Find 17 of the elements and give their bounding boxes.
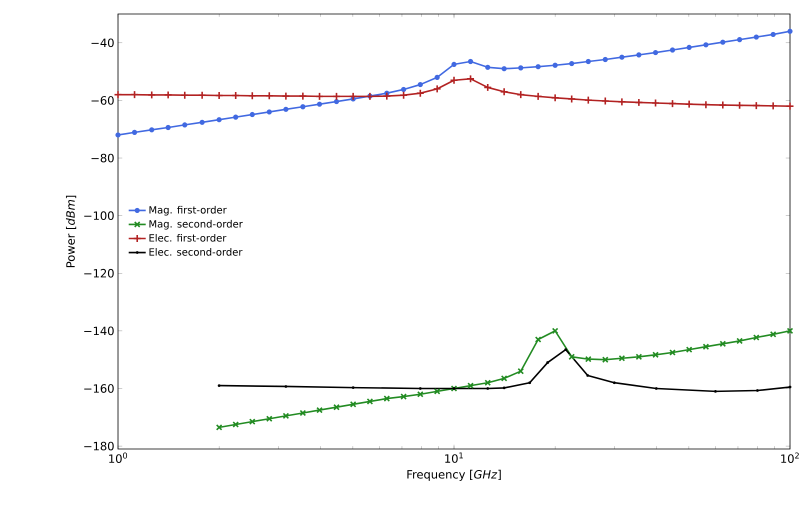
x-tick-label: 10$^{2}$ (781, 452, 799, 463)
legend-label: Mag. first-order (149, 206, 227, 216)
y-tick-label: −100 (84, 211, 114, 220)
legend-label: Elec. second-order (149, 248, 242, 256)
legend-label: Mag. second-order (149, 220, 243, 230)
y-tick-label: −40 (92, 38, 114, 48)
y-tick-label: −160 (84, 384, 114, 393)
y-tick-label: −180 (84, 442, 114, 450)
legend-label: Elec. first-order (149, 234, 226, 242)
x-axis-title: Frequency [GHz] (407, 470, 501, 481)
y-tick-label: −140 (84, 326, 114, 336)
y-tick-label: −60 (92, 96, 114, 105)
x-tick-label: 10$^{1}$ (445, 452, 463, 463)
y-tick-label: −120 (84, 268, 114, 278)
x-tick-label: 10$^{0}$ (109, 452, 128, 463)
y-tick-label: −80 (92, 154, 114, 162)
y-axis-title: Power [dBm] (66, 196, 76, 268)
